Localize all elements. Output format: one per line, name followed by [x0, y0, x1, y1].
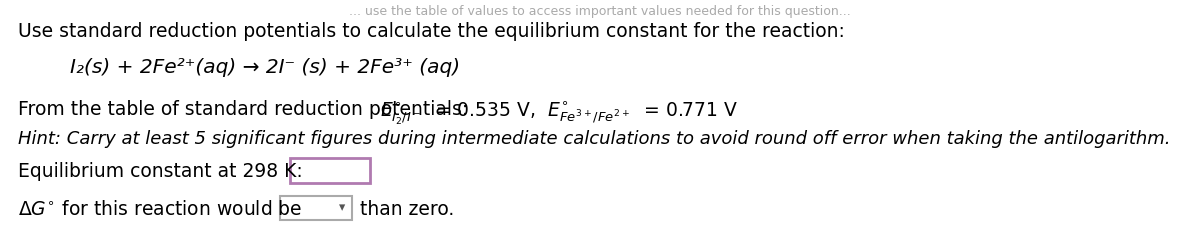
Text: From the table of standard reduction potentials:: From the table of standard reduction pot… — [18, 100, 480, 119]
Text: $E^{\circ}_{I_2/I^-}$  = 0.535 V,  $E^{\circ}_{Fe^{3+}/Fe^{2+}}$  = 0.771 V: $E^{\circ}_{I_2/I^-}$ = 0.535 V, $E^{\ci… — [380, 100, 738, 127]
FancyBboxPatch shape — [290, 158, 370, 183]
Text: $\Delta G^{\circ}$ for this reaction would be: $\Delta G^{\circ}$ for this reaction wou… — [18, 200, 302, 219]
Text: I₂(s) + 2Fe²⁺(aq) → 2I⁻ (s) + 2Fe³⁺ (aq): I₂(s) + 2Fe²⁺(aq) → 2I⁻ (s) + 2Fe³⁺ (aq) — [70, 58, 460, 77]
Text: Equilibrium constant at 298 K:: Equilibrium constant at 298 K: — [18, 162, 302, 181]
FancyBboxPatch shape — [280, 196, 352, 220]
Text: ... use the table of values to access important values needed for this question.: ... use the table of values to access im… — [349, 5, 851, 18]
Text: Hint: Carry at least 5 significant figures during intermediate calculations to a: Hint: Carry at least 5 significant figur… — [18, 130, 1170, 148]
Text: than zero.: than zero. — [360, 200, 455, 219]
Text: Use standard reduction potentials to calculate the equilibrium constant for the : Use standard reduction potentials to cal… — [18, 22, 845, 41]
Text: ▾: ▾ — [338, 202, 346, 214]
